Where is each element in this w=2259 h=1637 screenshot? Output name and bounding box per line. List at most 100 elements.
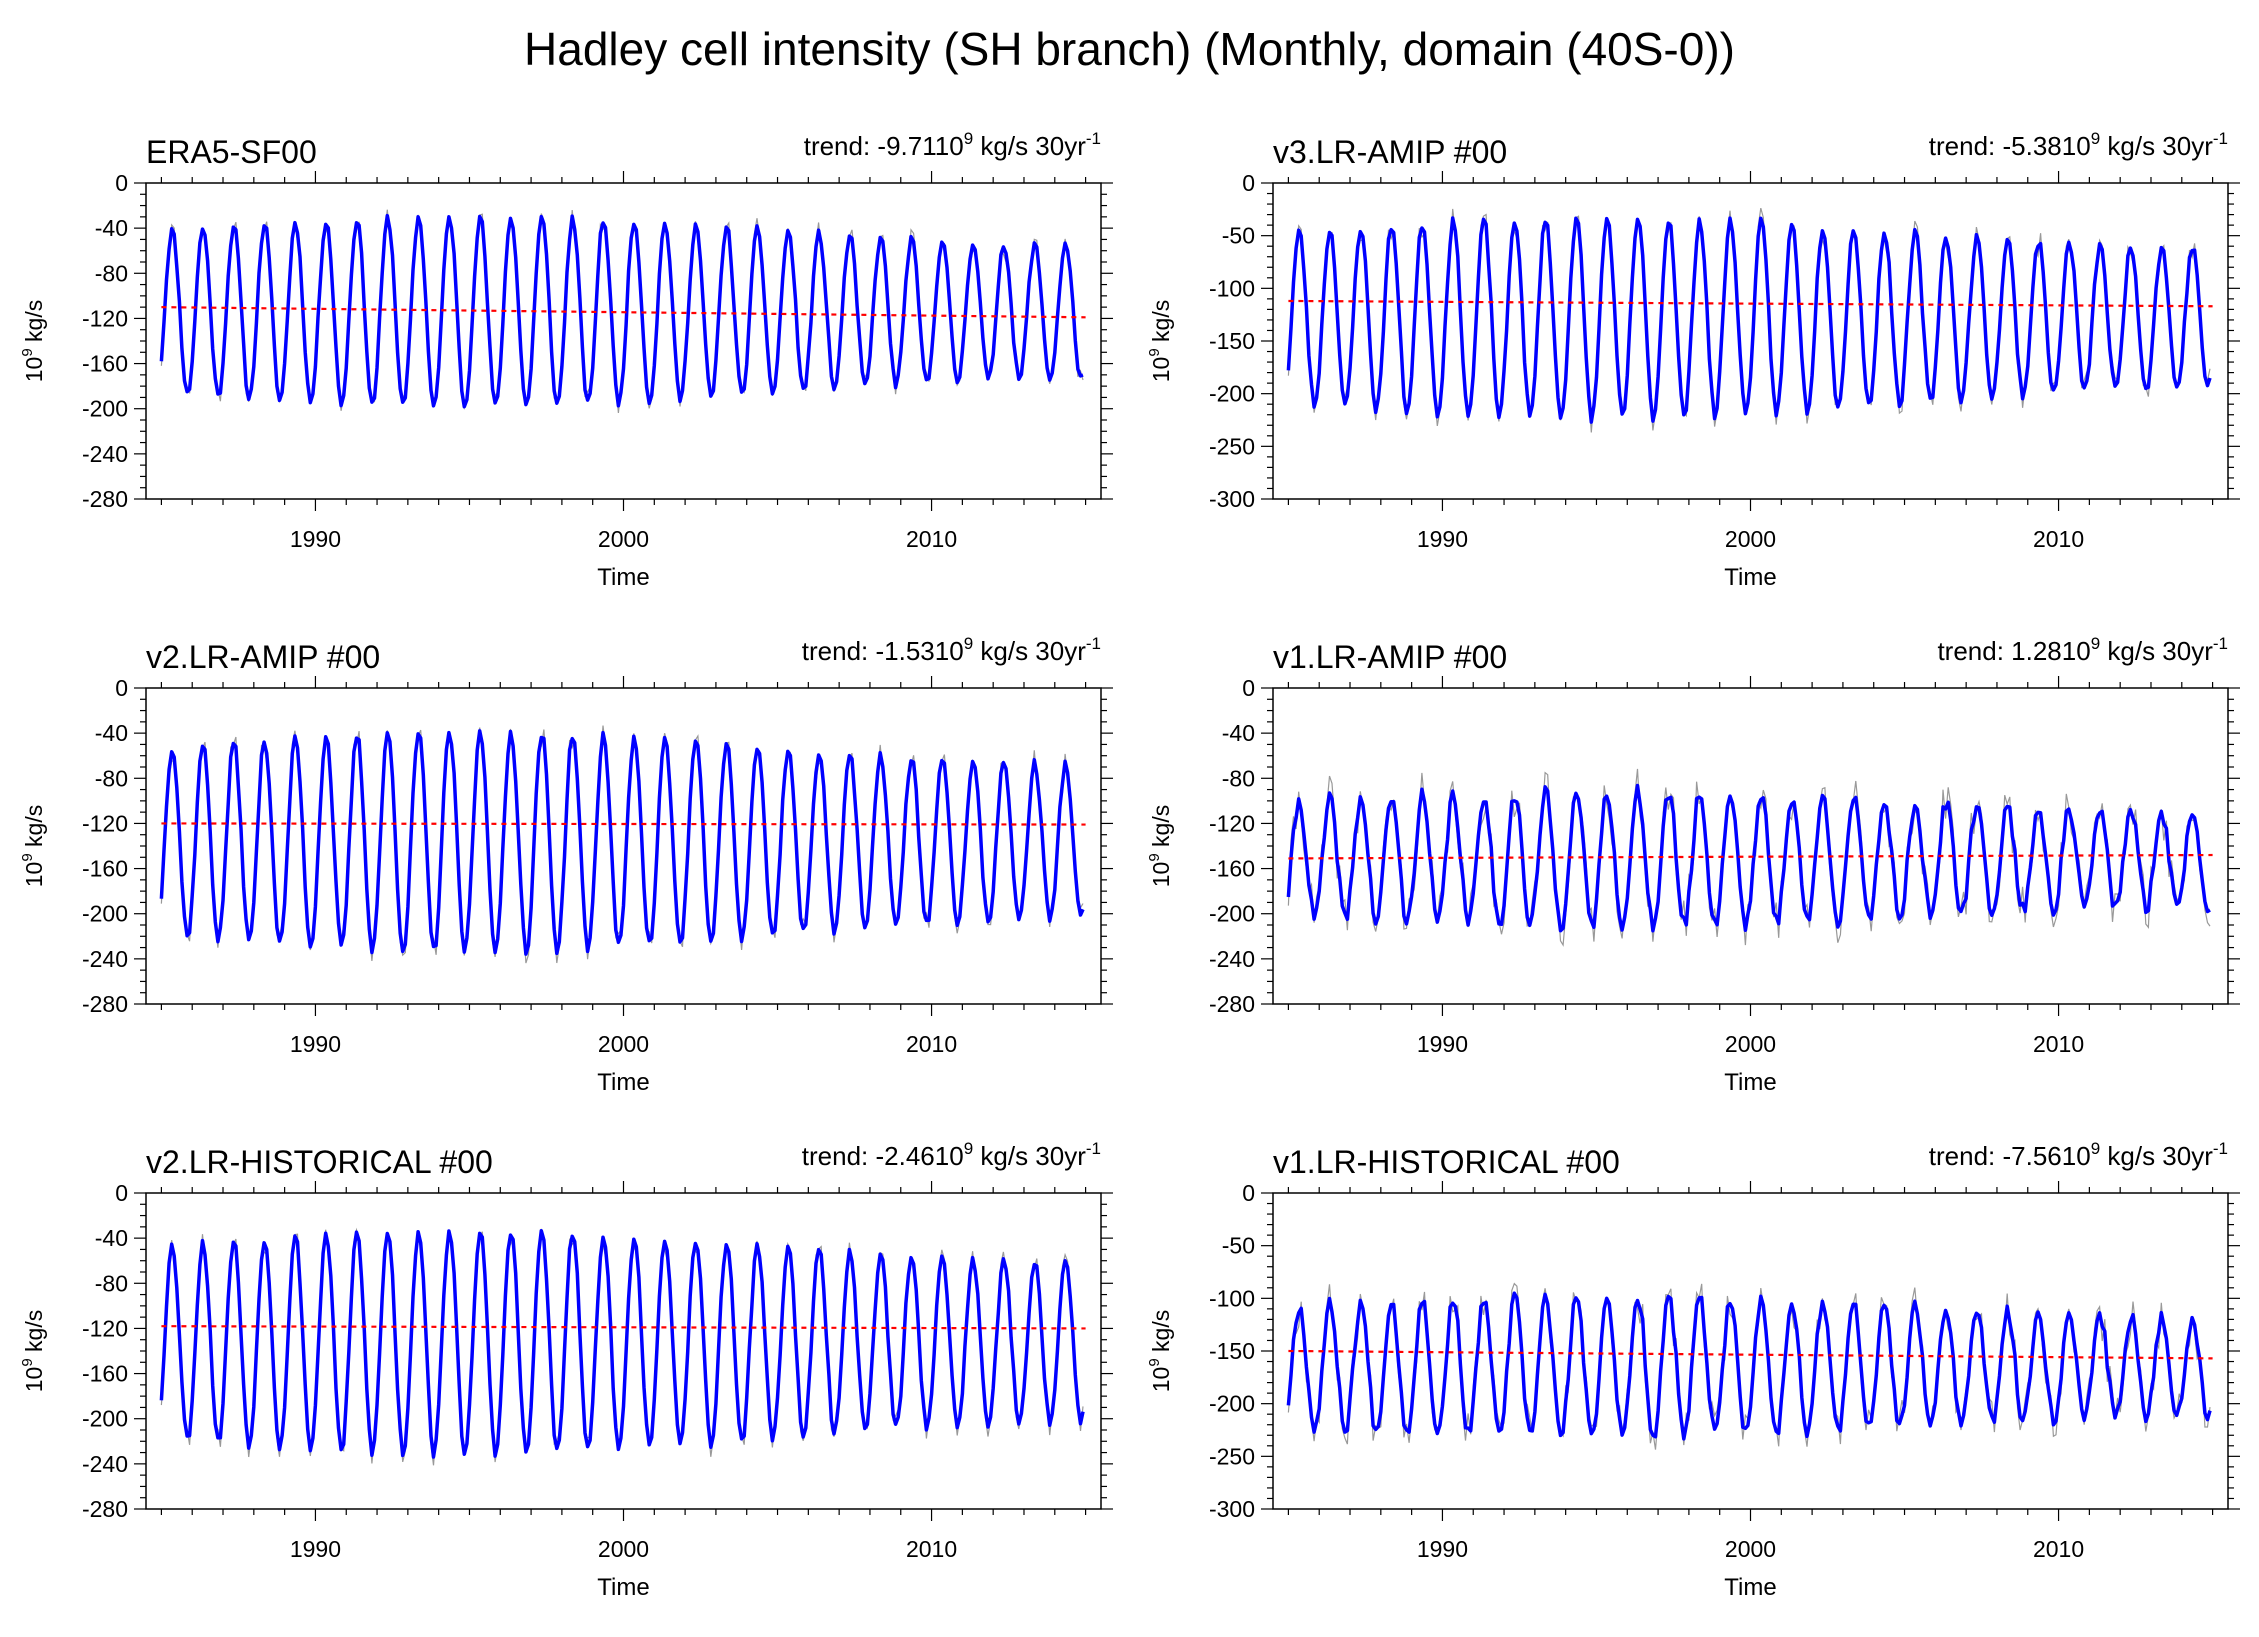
y-tick-label: 0 xyxy=(115,170,128,196)
y-tick-label: -250 xyxy=(1209,433,1255,459)
y-axis-label: 109 kg/s xyxy=(19,300,47,383)
panel-title: v1.LR-HISTORICAL #00 xyxy=(1273,1144,1620,1180)
x-tick-label: 2010 xyxy=(906,1031,957,1057)
smoothed-series-line xyxy=(1286,783,2211,933)
trend-line xyxy=(1288,853,2213,860)
y-tick-label: -280 xyxy=(82,991,128,1017)
y-tick-label: -280 xyxy=(82,1496,128,1522)
x-tick-label: 2000 xyxy=(1725,526,1776,552)
y-tick-label: -160 xyxy=(82,351,128,377)
y-axis-label: 109 kg/s xyxy=(1146,805,1174,888)
panel-title: v3.LR-AMIP #00 xyxy=(1273,134,1507,170)
y-tick-label: -120 xyxy=(82,1315,128,1341)
smoothed-series-line xyxy=(1286,216,2212,424)
trend-label: trend: 1.28109 kg/s 30yr-1 xyxy=(1937,634,2228,666)
y-axis-label: 109 kg/s xyxy=(1146,300,1174,383)
trend-line xyxy=(161,1325,1086,1330)
y-tick-label: -80 xyxy=(95,1270,128,1296)
smoothed-series-line xyxy=(1286,1291,2212,1441)
x-axis-label: Time xyxy=(597,564,649,591)
y-tick-label: -40 xyxy=(1222,720,1255,746)
smoothed-series-line xyxy=(159,1228,1085,1459)
y-tick-label: -200 xyxy=(1209,901,1255,927)
x-tick-label: 2000 xyxy=(598,526,649,552)
x-tick-label: 1990 xyxy=(1417,526,1468,552)
trend-label: trend: -5.38109 kg/s 30yr-1 xyxy=(1929,129,2228,161)
smoothed-series-line xyxy=(159,213,1084,409)
y-axis-label: 109 kg/s xyxy=(1146,1310,1174,1393)
y-tick-label: -300 xyxy=(1209,1496,1255,1522)
y-tick-label: -40 xyxy=(95,720,128,746)
y-tick-label: -100 xyxy=(1209,1285,1255,1311)
x-tick-label: 1990 xyxy=(290,526,341,552)
y-tick-label: -40 xyxy=(95,215,128,241)
y-tick-label: -200 xyxy=(82,901,128,927)
y-tick-label: -120 xyxy=(82,810,128,836)
y-tick-label: -80 xyxy=(1222,765,1255,791)
trend-label: trend: -9.71109 kg/s 30yr-1 xyxy=(804,129,1101,161)
x-tick-label: 2010 xyxy=(2033,526,2084,552)
page-title: Hadley cell intensity (SH branch) (Month… xyxy=(524,23,1735,75)
y-tick-label: -100 xyxy=(1209,275,1255,301)
trend-line xyxy=(161,306,1086,319)
y-tick-label: -240 xyxy=(82,441,128,467)
x-tick-label: 1990 xyxy=(290,1536,341,1562)
x-tick-label: 2010 xyxy=(2033,1536,2084,1562)
y-tick-label: -80 xyxy=(95,260,128,286)
y-tick-label: -160 xyxy=(82,856,128,882)
y-tick-label: 0 xyxy=(1242,170,1255,196)
y-tick-label: -150 xyxy=(1209,328,1255,354)
x-tick-label: 2000 xyxy=(598,1031,649,1057)
y-tick-label: 0 xyxy=(115,675,128,701)
y-tick-label: 0 xyxy=(115,1180,128,1206)
y-tick-label: -240 xyxy=(82,1451,128,1477)
x-tick-label: 1990 xyxy=(290,1031,341,1057)
trend-label: trend: -1.53109 kg/s 30yr-1 xyxy=(802,634,1101,666)
y-tick-label: -200 xyxy=(82,1406,128,1432)
x-axis-label: Time xyxy=(597,1574,649,1601)
y-tick-label: -120 xyxy=(1209,810,1255,836)
y-tick-label: -150 xyxy=(1209,1338,1255,1364)
y-tick-label: -160 xyxy=(82,1361,128,1387)
x-tick-label: 2010 xyxy=(906,1536,957,1562)
y-tick-label: -200 xyxy=(1209,1391,1255,1417)
y-tick-label: -50 xyxy=(1222,1233,1255,1259)
trend-label: trend: -7.56109 kg/s 30yr-1 xyxy=(1929,1139,2228,1171)
panel-title: ERA5-SF00 xyxy=(146,134,317,170)
y-tick-label: -280 xyxy=(1209,991,1255,1017)
y-tick-label: -200 xyxy=(1209,381,1255,407)
y-tick-label: -80 xyxy=(95,765,128,791)
y-tick-label: 0 xyxy=(1242,675,1255,701)
x-tick-label: 1990 xyxy=(1417,1031,1468,1057)
trend-line xyxy=(161,822,1086,826)
x-tick-label: 2010 xyxy=(906,526,957,552)
x-tick-label: 2000 xyxy=(1725,1031,1776,1057)
x-axis-label: Time xyxy=(1724,1069,1776,1096)
panel-title: v1.LR-AMIP #00 xyxy=(1273,639,1507,675)
x-axis-label: Time xyxy=(1724,564,1776,591)
x-tick-label: 1990 xyxy=(1417,1536,1468,1562)
y-tick-label: -250 xyxy=(1209,1443,1255,1469)
trend-line xyxy=(1288,299,2213,308)
y-tick-label: 0 xyxy=(1242,1180,1255,1206)
smoothed-series-line xyxy=(159,729,1085,956)
y-axis-label: 109 kg/s xyxy=(19,805,47,888)
trend-label: trend: -2.46109 kg/s 30yr-1 xyxy=(802,1139,1101,1171)
y-tick-label: -240 xyxy=(82,946,128,972)
y-tick-label: -120 xyxy=(82,305,128,331)
y-tick-label: -50 xyxy=(1222,223,1255,249)
y-tick-label: -240 xyxy=(1209,946,1255,972)
y-tick-label: -280 xyxy=(82,486,128,512)
x-tick-label: 2010 xyxy=(2033,1031,2084,1057)
x-axis-label: Time xyxy=(1724,1574,1776,1601)
x-tick-label: 2000 xyxy=(598,1536,649,1562)
x-tick-label: 2000 xyxy=(1725,1536,1776,1562)
y-tick-label: -40 xyxy=(95,1225,128,1251)
panel-title: v2.LR-AMIP #00 xyxy=(146,639,380,675)
